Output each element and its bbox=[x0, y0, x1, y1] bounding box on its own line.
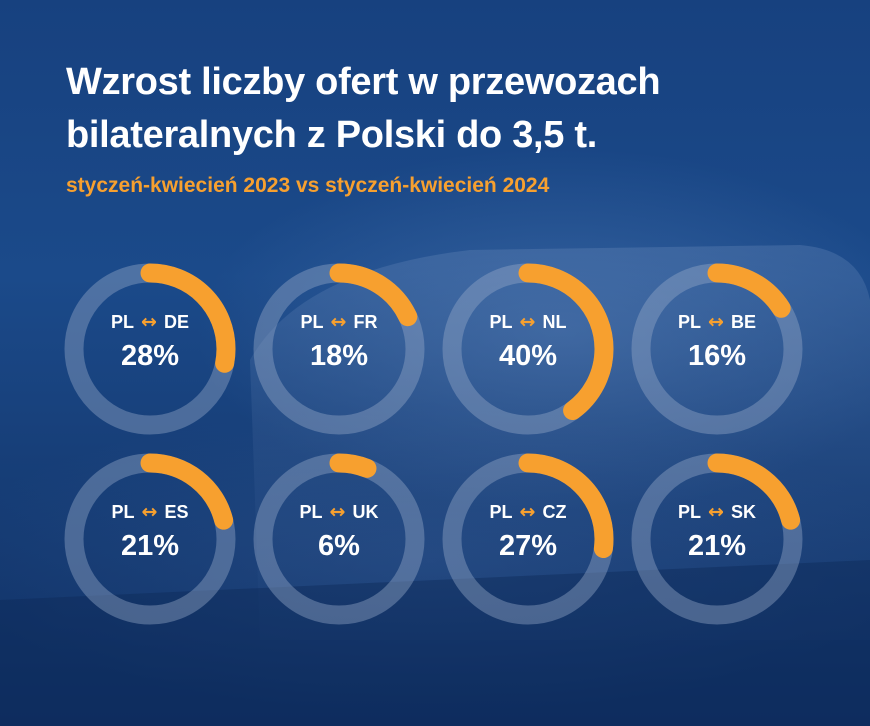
destination-label: FR bbox=[353, 312, 378, 332]
percentage-label: 27% bbox=[498, 530, 558, 562]
donut-ring bbox=[64, 453, 236, 625]
chart-subtitle: styczeń-kwiecień 2023 vs styczeń-kwiecie… bbox=[66, 174, 550, 197]
bidirectional-arrow-icon: ↔ bbox=[708, 501, 724, 523]
route-label: PL ↔ DE bbox=[61, 311, 239, 333]
chart-title: Wzrost liczby ofert w przewozach bilater… bbox=[66, 61, 661, 156]
donut-ring bbox=[442, 453, 614, 625]
donut-ring bbox=[631, 453, 803, 625]
donut-arc-es bbox=[64, 453, 236, 625]
origin-label: PL bbox=[489, 502, 513, 522]
destination-label: CZ bbox=[542, 502, 567, 522]
percentage-label: 28% bbox=[120, 340, 180, 372]
route-label: PL ↔ ES bbox=[61, 501, 239, 523]
bidirectional-arrow-icon: ↔ bbox=[141, 501, 158, 523]
bidirectional-arrow-icon: ↔ bbox=[141, 311, 157, 333]
percentage-label: 6% bbox=[318, 530, 360, 562]
bidirectional-arrow-icon: ↔ bbox=[708, 311, 724, 333]
donut-ring bbox=[64, 263, 236, 435]
donut-pl-uk: PL ↔ UK 6% bbox=[250, 450, 428, 628]
background-truck-silhouette bbox=[250, 245, 870, 640]
donut-pl-nl: PL ↔ NL 40% bbox=[439, 260, 617, 438]
donut-arc-fr bbox=[253, 263, 425, 435]
donut-pl-es: PL ↔ ES 21% bbox=[61, 450, 239, 628]
destination-label: ES bbox=[164, 502, 189, 522]
bidirectional-arrow-icon: ↔ bbox=[330, 311, 347, 333]
donut-ring bbox=[631, 263, 803, 435]
origin-label: PL bbox=[111, 502, 135, 522]
origin-label: PL bbox=[489, 312, 513, 332]
donut-ring bbox=[253, 453, 425, 625]
percentage-label: 18% bbox=[309, 340, 369, 372]
origin-label: PL bbox=[678, 312, 702, 332]
bidirectional-arrow-icon: ↔ bbox=[329, 501, 346, 523]
origin-label: PL bbox=[111, 312, 135, 332]
donut-pl-sk: PL ↔ SK 21% bbox=[628, 450, 806, 628]
route-label: PL ↔ SK bbox=[628, 501, 806, 523]
donut-pl-cz: PL ↔ CZ 27% bbox=[439, 450, 617, 628]
destination-label: UK bbox=[352, 502, 379, 522]
donut-arc-uk bbox=[253, 453, 425, 625]
donut-arc-be bbox=[631, 263, 803, 435]
route-label: PL ↔ FR bbox=[250, 311, 428, 333]
bidirectional-arrow-icon: ↔ bbox=[519, 311, 536, 333]
origin-label: PL bbox=[300, 312, 324, 332]
donut-arc-nl bbox=[442, 263, 614, 435]
destination-label: NL bbox=[542, 312, 567, 332]
donut-ring bbox=[442, 263, 614, 435]
donut-pl-de: PL ↔ DE 28% bbox=[61, 260, 239, 438]
route-label: PL ↔ BE bbox=[628, 311, 806, 333]
bidirectional-arrow-icon: ↔ bbox=[519, 501, 536, 523]
donut-arc-de bbox=[64, 263, 236, 435]
donut-arc-cz bbox=[442, 453, 614, 625]
donut-arc-sk bbox=[631, 453, 803, 625]
route-label: PL ↔ UK bbox=[250, 501, 428, 523]
percentage-label: 40% bbox=[498, 340, 558, 372]
donut-pl-be: PL ↔ BE 16% bbox=[628, 260, 806, 438]
donut-pl-fr: PL ↔ FR 18% bbox=[250, 260, 428, 438]
route-label: PL ↔ CZ bbox=[439, 501, 617, 523]
destination-label: DE bbox=[163, 312, 189, 332]
percentage-label: 21% bbox=[687, 530, 747, 562]
background-road bbox=[0, 560, 870, 726]
donut-ring bbox=[253, 263, 425, 435]
percentage-label: 16% bbox=[687, 340, 747, 372]
destination-label: BE bbox=[730, 312, 756, 332]
origin-label: PL bbox=[678, 502, 702, 522]
percentage-label: 21% bbox=[120, 530, 180, 562]
route-label: PL ↔ NL bbox=[439, 311, 617, 333]
destination-label: SK bbox=[730, 502, 756, 522]
origin-label: PL bbox=[299, 502, 323, 522]
